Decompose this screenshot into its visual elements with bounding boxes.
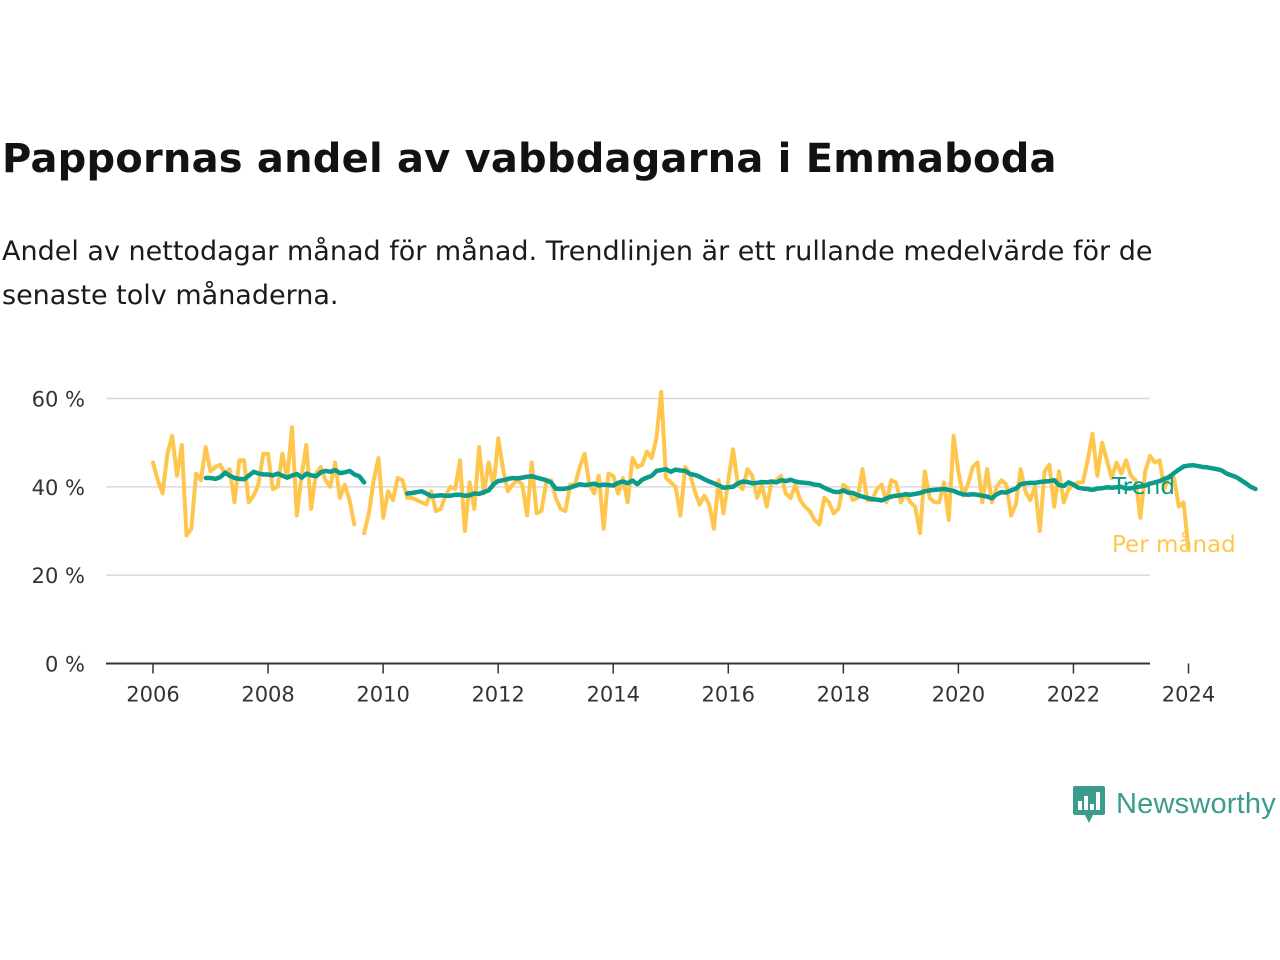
trend-line <box>405 462 1258 503</box>
x-tick-label: 2014 <box>586 683 639 707</box>
newsworthy-logo-icon <box>1073 786 1105 823</box>
chart-subtitle: Andel av nettodagar månad för månad. Tre… <box>2 236 1153 311</box>
y-tick-label: 20 % <box>32 564 85 588</box>
x-tick-label: 2024 <box>1162 683 1215 707</box>
monthly-line <box>362 389 1191 551</box>
x-tick-label: 2006 <box>126 683 179 707</box>
y-tick-label: 60 % <box>32 388 85 412</box>
y-tick-label: 40 % <box>32 476 85 500</box>
x-tick-label: 2010 <box>356 683 409 707</box>
x-tick-label: 2008 <box>241 683 294 707</box>
trend-label: Trend <box>1111 474 1175 500</box>
y-tick-label: 0 % <box>45 653 85 677</box>
x-tick-label: 2022 <box>1047 683 1100 707</box>
trend-line <box>203 467 367 485</box>
brand-logo: Newsworthy <box>1072 784 1276 824</box>
series-labels: Per månad Trend <box>1111 474 1236 558</box>
series-lines <box>151 389 1258 551</box>
x-tick-label: 2020 <box>932 683 985 707</box>
x-axis: 0 % 20 % 40 % 60 % 2006 2008 2010 2012 2014 2016 2… <box>32 388 1216 707</box>
brand-name: Newsworthy <box>1116 787 1276 820</box>
x-tick-label: 2012 <box>471 683 524 707</box>
chart-title: Pappornas andel av vabbdagarna i Emmabod… <box>2 136 1057 182</box>
x-tick-label: 2018 <box>817 683 870 707</box>
x-tick-label: 2016 <box>702 683 755 707</box>
monthly-label: Per månad <box>1112 530 1236 558</box>
monthly-line <box>151 425 357 538</box>
